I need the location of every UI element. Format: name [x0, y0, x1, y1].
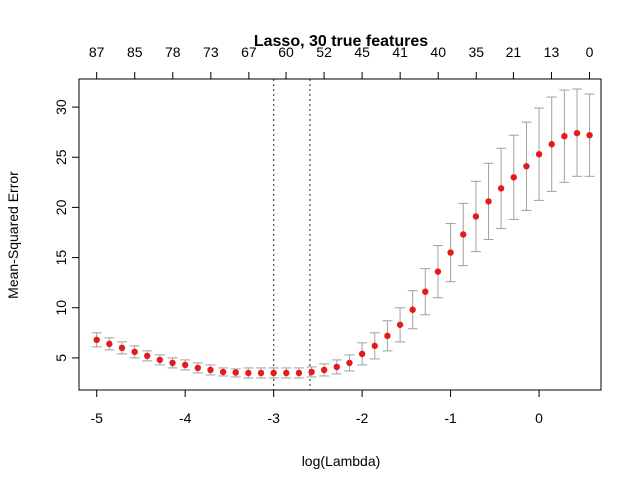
mse-point — [523, 163, 530, 170]
top-tick-label: 21 — [506, 44, 522, 60]
y-tick-label: 15 — [53, 250, 69, 266]
y-tick-label: 30 — [53, 99, 69, 115]
top-tick-label: 41 — [392, 44, 408, 60]
mse-point — [131, 348, 138, 356]
mse-point — [586, 131, 593, 139]
mse-points — [93, 129, 593, 377]
top-tick-label: 0 — [586, 44, 594, 60]
top-tick-label: 45 — [354, 44, 370, 60]
mse-point — [93, 336, 100, 344]
mse-point — [118, 344, 126, 352]
reference-lines — [272, 79, 311, 390]
mse-point — [169, 359, 176, 367]
y-tick-label: 10 — [53, 300, 69, 316]
mse-point — [497, 185, 505, 192]
y-axis-label: Mean-Squared Error — [5, 171, 21, 299]
mse-point — [283, 369, 290, 377]
mse-point — [106, 340, 113, 348]
mse-point — [156, 356, 164, 364]
top-tick-label: 73 — [203, 44, 219, 60]
top-tick-label: 35 — [468, 44, 484, 60]
mse-point — [270, 369, 277, 377]
mse-point — [561, 132, 568, 140]
chart-title: Lasso, 30 true features — [254, 33, 428, 50]
mse-point — [384, 332, 391, 340]
mse-point — [308, 368, 315, 376]
mse-point — [472, 213, 480, 220]
x-tick-label: 0 — [535, 410, 543, 426]
top-tick-label: 13 — [544, 44, 560, 60]
mse-point — [181, 361, 189, 369]
top-tick-label: 52 — [316, 44, 332, 60]
mse-point — [460, 231, 467, 238]
top-axis-feature-counts: 87 85 78 73 67 60 52 45 41 40 35 21 13 0 — [89, 44, 594, 80]
mse-point — [422, 288, 429, 295]
x-axis-label: log(Lambda) — [302, 453, 381, 469]
mse-point — [485, 198, 492, 205]
mse-point — [245, 369, 252, 377]
top-tick-label: 85 — [127, 44, 143, 60]
mse-point — [535, 151, 543, 158]
mse-point — [396, 321, 404, 328]
mse-point — [346, 359, 353, 367]
x-tick-label: -4 — [179, 410, 192, 426]
x-axis: -5 -4 -3 -2 -1 0 — [90, 389, 543, 426]
mse-point — [358, 350, 366, 358]
x-tick-label: -3 — [267, 410, 280, 426]
top-tick-label: 87 — [89, 44, 105, 60]
mse-point — [144, 352, 151, 360]
mse-point — [232, 369, 239, 376]
x-tick-label: -1 — [444, 410, 457, 426]
mse-point — [207, 366, 214, 374]
y-axis: 5 10 15 20 25 30 — [53, 99, 80, 362]
y-tick-label: 5 — [53, 354, 69, 362]
mse-point — [434, 268, 442, 275]
mse-point — [219, 368, 227, 376]
x-tick-label: -5 — [90, 410, 103, 426]
mse-point — [194, 364, 202, 372]
mse-point — [409, 306, 416, 313]
top-tick-label: 67 — [241, 44, 257, 60]
top-tick-label: 78 — [165, 44, 181, 60]
mse-point — [320, 366, 328, 374]
top-tick-label: 60 — [278, 44, 294, 60]
mse-point — [371, 342, 378, 350]
mse-point — [333, 363, 341, 371]
mse-point — [573, 129, 581, 137]
top-tick-label: 40 — [430, 44, 446, 60]
mse-point — [295, 369, 303, 377]
mse-point — [510, 174, 517, 181]
mse-point — [257, 369, 265, 377]
y-tick-label: 25 — [53, 149, 69, 165]
y-tick-label: 20 — [53, 199, 69, 215]
x-tick-label: -2 — [356, 410, 369, 426]
mse-point — [548, 141, 555, 148]
mse-point — [447, 249, 454, 256]
